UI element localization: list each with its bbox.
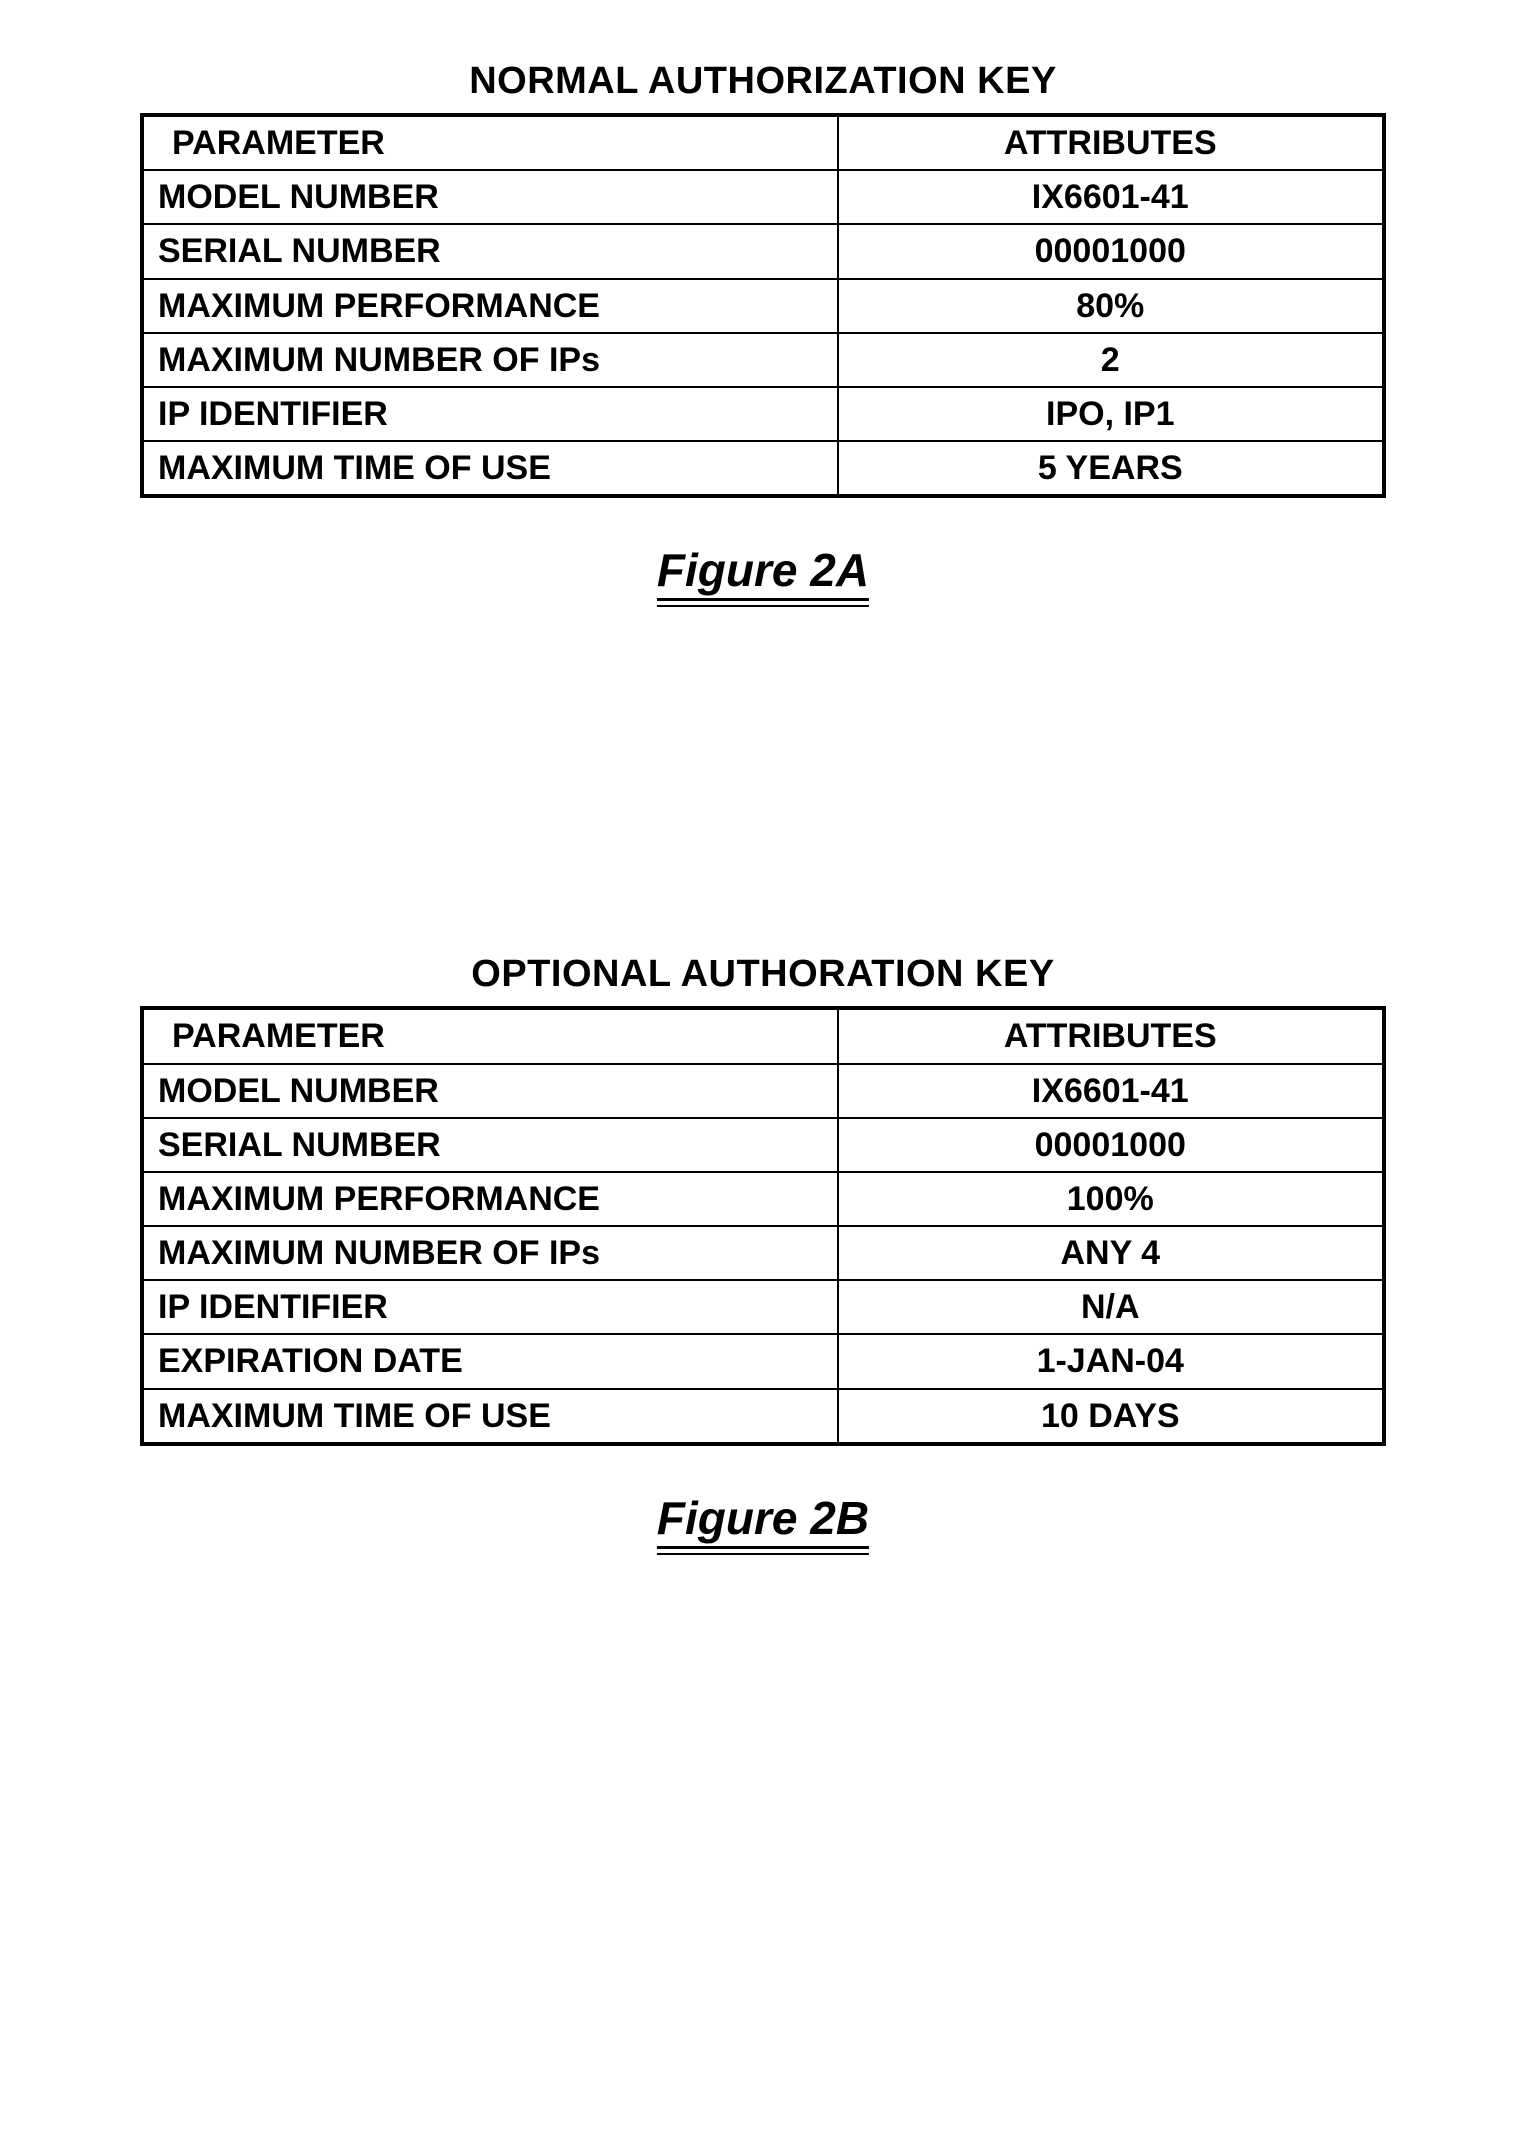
- spacer: [140, 603, 1386, 953]
- cell-param: MAXIMUM PERFORMANCE: [142, 279, 838, 333]
- table-row: MAXIMUM NUMBER OF IPs ANY 4: [142, 1226, 1384, 1280]
- table-row: MAXIMUM TIME OF USE 5 YEARS: [142, 441, 1384, 496]
- cell-attr: 2: [838, 333, 1384, 387]
- cell-param: MODEL NUMBER: [142, 1064, 838, 1118]
- table-row: MODEL NUMBER IX6601-41: [142, 170, 1384, 224]
- cell-attr: IX6601-41: [838, 170, 1384, 224]
- table-row: MAXIMUM PERFORMANCE 100%: [142, 1172, 1384, 1226]
- cell-param: MAXIMUM PERFORMANCE: [142, 1172, 838, 1226]
- cell-attr: IX6601-41: [838, 1064, 1384, 1118]
- caption-figure-2b: Figure 2B: [657, 1491, 869, 1551]
- cell-param: MAXIMUM TIME OF USE: [142, 1389, 838, 1444]
- cell-attr: 1-JAN-04: [838, 1334, 1384, 1388]
- title-figure-2b: OPTIONAL AUTHORATION KEY: [140, 953, 1386, 996]
- cell-attr: IPO, IP1: [838, 387, 1384, 441]
- table-row: MAXIMUM NUMBER OF IPs 2: [142, 333, 1384, 387]
- table-header-row: PARAMETER ATTRIBUTES: [142, 1008, 1384, 1063]
- cell-param: EXPIRATION DATE: [142, 1334, 838, 1388]
- table-header-row: PARAMETER ATTRIBUTES: [142, 115, 1384, 170]
- table-row: IP IDENTIFIER N/A: [142, 1280, 1384, 1334]
- table-row: SERIAL NUMBER 00001000: [142, 224, 1384, 278]
- cell-param: MAXIMUM NUMBER OF IPs: [142, 1226, 838, 1280]
- table-row: MODEL NUMBER IX6601-41: [142, 1064, 1384, 1118]
- cell-param: MAXIMUM NUMBER OF IPs: [142, 333, 838, 387]
- header-parameter: PARAMETER: [142, 115, 838, 170]
- table-figure-2a: PARAMETER ATTRIBUTES MODEL NUMBER IX6601…: [140, 113, 1386, 498]
- cell-attr: 00001000: [838, 1118, 1384, 1172]
- header-parameter: PARAMETER: [142, 1008, 838, 1063]
- table-row: EXPIRATION DATE 1-JAN-04: [142, 1334, 1384, 1388]
- cell-param: SERIAL NUMBER: [142, 224, 838, 278]
- section-figure-2a: NORMAL AUTHORIZATION KEY PARAMETER ATTRI…: [140, 60, 1386, 603]
- cell-param: IP IDENTIFIER: [142, 387, 838, 441]
- table-row: IP IDENTIFIER IPO, IP1: [142, 387, 1384, 441]
- cell-attr: 80%: [838, 279, 1384, 333]
- section-figure-2b: OPTIONAL AUTHORATION KEY PARAMETER ATTRI…: [140, 953, 1386, 1551]
- cell-param: MAXIMUM TIME OF USE: [142, 441, 838, 496]
- cell-attr: 5 YEARS: [838, 441, 1384, 496]
- table-row: SERIAL NUMBER 00001000: [142, 1118, 1384, 1172]
- cell-attr: ANY 4: [838, 1226, 1384, 1280]
- caption-figure-2a: Figure 2A: [657, 543, 869, 603]
- table-figure-2b: PARAMETER ATTRIBUTES MODEL NUMBER IX6601…: [140, 1006, 1386, 1446]
- cell-attr: 100%: [838, 1172, 1384, 1226]
- cell-param: IP IDENTIFIER: [142, 1280, 838, 1334]
- cell-attr: 10 DAYS: [838, 1389, 1384, 1444]
- table-row: MAXIMUM PERFORMANCE 80%: [142, 279, 1384, 333]
- header-attributes: ATTRIBUTES: [838, 1008, 1384, 1063]
- cell-param: SERIAL NUMBER: [142, 1118, 838, 1172]
- header-attributes: ATTRIBUTES: [838, 115, 1384, 170]
- table-row: MAXIMUM TIME OF USE 10 DAYS: [142, 1389, 1384, 1444]
- cell-attr: N/A: [838, 1280, 1384, 1334]
- cell-attr: 00001000: [838, 224, 1384, 278]
- cell-param: MODEL NUMBER: [142, 170, 838, 224]
- title-figure-2a: NORMAL AUTHORIZATION KEY: [140, 60, 1386, 103]
